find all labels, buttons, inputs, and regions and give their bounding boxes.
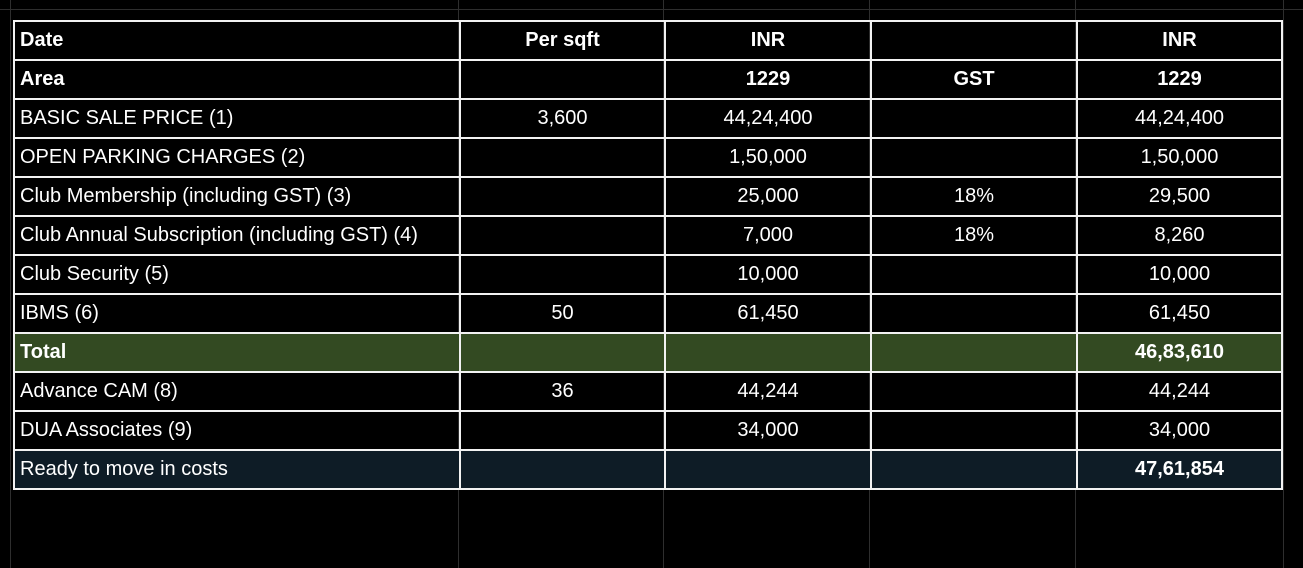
cell-inr-with-gst[interactable]: 34,000 [1076, 410, 1283, 451]
table-row: DUA Associates (9) 34,000 34,000 [13, 410, 1283, 451]
total-row: Total 46,83,610 [13, 332, 1283, 373]
cell-per-sqft[interactable] [459, 215, 666, 256]
table-row: IBMS (6) 50 61,450 61,450 [13, 293, 1283, 334]
cell-inr-with-gst[interactable]: 29,500 [1076, 176, 1283, 217]
cell-per-sqft[interactable] [459, 449, 666, 490]
cell-inr-with-gst[interactable]: 8,260 [1076, 215, 1283, 256]
cell-gst[interactable] [870, 332, 1078, 373]
cell-per-sqft[interactable]: 3,600 [459, 98, 666, 139]
cell-per-sqft[interactable]: 36 [459, 371, 666, 412]
cell-label[interactable]: Club Annual Subscription (including GST)… [13, 215, 461, 256]
cell-inr-with-gst[interactable]: 1229 [1076, 59, 1283, 100]
cell-per-sqft[interactable] [459, 410, 666, 451]
cell-gst[interactable] [870, 20, 1078, 61]
cell-gst[interactable]: GST [870, 59, 1078, 100]
cell-inr[interactable]: 1,50,000 [664, 137, 872, 178]
cost-sheet-table: Date Per sqft INR INR Area 1229 GST 1229… [13, 20, 1283, 490]
cell-inr[interactable]: 44,244 [664, 371, 872, 412]
cell-inr-with-gst[interactable]: 44,244 [1076, 371, 1283, 412]
table-row: Club Security (5) 10,000 10,000 [13, 254, 1283, 295]
cell-inr-with-gst[interactable]: 1,50,000 [1076, 137, 1283, 178]
cell-label[interactable]: OPEN PARKING CHARGES (2) [13, 137, 461, 178]
cell-inr[interactable]: 7,000 [664, 215, 872, 256]
cell-inr-with-gst[interactable]: INR [1076, 20, 1283, 61]
cell-per-sqft[interactable]: 50 [459, 293, 666, 334]
cell-per-sqft[interactable] [459, 332, 666, 373]
cell-gst[interactable] [870, 449, 1078, 490]
cell-gst[interactable] [870, 293, 1078, 334]
cell-inr-with-gst[interactable]: 10,000 [1076, 254, 1283, 295]
cell-label[interactable]: Area [13, 59, 461, 100]
table-row: Advance CAM (8) 36 44,244 44,244 [13, 371, 1283, 412]
table-row: Club Membership (including GST) (3) 25,0… [13, 176, 1283, 217]
cell-inr-with-gst[interactable]: 46,83,610 [1076, 332, 1283, 373]
cell-label[interactable]: Ready to move in costs [13, 449, 461, 490]
cell-per-sqft[interactable] [459, 176, 666, 217]
cell-gst[interactable] [870, 410, 1078, 451]
cell-label[interactable]: BASIC SALE PRICE (1) [13, 98, 461, 139]
cell-inr[interactable]: 44,24,400 [664, 98, 872, 139]
grid-line [10, 0, 11, 568]
cell-label[interactable]: Club Security (5) [13, 254, 461, 295]
cell-gst[interactable] [870, 98, 1078, 139]
cell-per-sqft[interactable] [459, 254, 666, 295]
cell-inr-with-gst[interactable]: 61,450 [1076, 293, 1283, 334]
cell-gst[interactable] [870, 137, 1078, 178]
ready-to-move-row: Ready to move in costs 47,61,854 [13, 449, 1283, 490]
grid-line [0, 9, 1303, 10]
cell-label[interactable]: DUA Associates (9) [13, 410, 461, 451]
cell-label[interactable]: Date [13, 20, 461, 61]
cell-inr[interactable]: 25,000 [664, 176, 872, 217]
cell-inr-with-gst[interactable]: 47,61,854 [1076, 449, 1283, 490]
cell-inr-with-gst[interactable]: 44,24,400 [1076, 98, 1283, 139]
cell-gst[interactable]: 18% [870, 215, 1078, 256]
cell-gst[interactable] [870, 254, 1078, 295]
area-row: Area 1229 GST 1229 [13, 59, 1283, 100]
cell-inr[interactable] [664, 332, 872, 373]
header-row: Date Per sqft INR INR [13, 20, 1283, 61]
cell-per-sqft[interactable] [459, 59, 666, 100]
cell-inr[interactable]: 34,000 [664, 410, 872, 451]
cell-inr[interactable]: INR [664, 20, 872, 61]
cell-inr[interactable]: 61,450 [664, 293, 872, 334]
cell-inr[interactable] [664, 449, 872, 490]
table-row: BASIC SALE PRICE (1) 3,600 44,24,400 44,… [13, 98, 1283, 139]
cell-label[interactable]: IBMS (6) [13, 293, 461, 334]
table-row: OPEN PARKING CHARGES (2) 1,50,000 1,50,0… [13, 137, 1283, 178]
cell-per-sqft[interactable]: Per sqft [459, 20, 666, 61]
cell-inr[interactable]: 1229 [664, 59, 872, 100]
cell-label[interactable]: Total [13, 332, 461, 373]
table-row: Club Annual Subscription (including GST)… [13, 215, 1283, 256]
cell-gst[interactable]: 18% [870, 176, 1078, 217]
cell-gst[interactable] [870, 371, 1078, 412]
cell-per-sqft[interactable] [459, 137, 666, 178]
cell-label[interactable]: Advance CAM (8) [13, 371, 461, 412]
grid-line [1283, 0, 1284, 568]
cell-label[interactable]: Club Membership (including GST) (3) [13, 176, 461, 217]
cell-inr[interactable]: 10,000 [664, 254, 872, 295]
